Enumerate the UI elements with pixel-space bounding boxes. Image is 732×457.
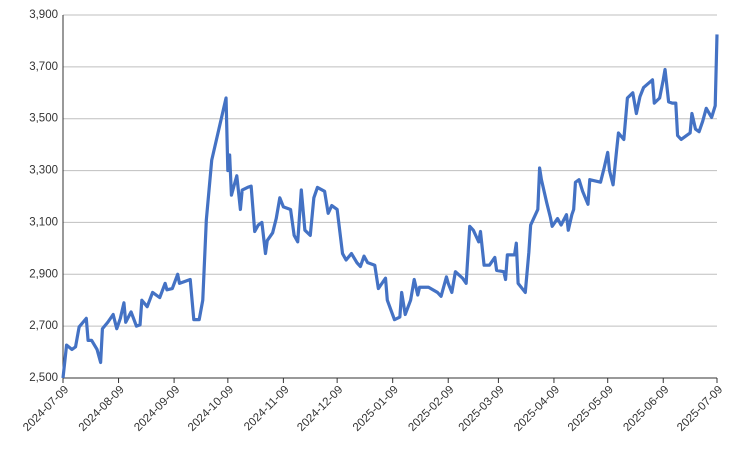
y-tick-label: 2,900 (29, 268, 58, 280)
y-tick-label: 3,900 (29, 9, 58, 21)
y-tick-label: 3,100 (29, 216, 58, 228)
y-tick-label: 2,700 (29, 320, 58, 332)
x-tick-label: 2025-02-09 (406, 384, 456, 434)
y-tick-label: 3,500 (29, 113, 58, 125)
y-tick-label: 2,500 (29, 372, 58, 384)
x-tick-label: 2024-09-09 (132, 384, 182, 434)
x-tick-label: 2025-07-09 (675, 384, 725, 434)
x-tick-label: 2024-11-09 (242, 384, 291, 433)
x-tick-label: 2024-10-09 (186, 384, 236, 434)
x-tick-label: 2024-08-09 (77, 384, 127, 434)
y-tick-label: 3,300 (29, 165, 58, 177)
x-tick-label: 2025-05-09 (566, 384, 616, 434)
x-tick-label: 2025-04-09 (512, 384, 562, 434)
x-tick-label: 2024-12-09 (295, 384, 345, 434)
x-tick-label: 2025-03-09 (457, 384, 507, 434)
data-line (61, 34, 719, 379)
x-tick-label: 2025-06-09 (621, 384, 671, 434)
y-tick-label: 3,700 (29, 61, 58, 73)
x-tick-label: 2024-07-09 (21, 384, 71, 434)
x-tick-label: 2025-01-09 (351, 384, 401, 434)
